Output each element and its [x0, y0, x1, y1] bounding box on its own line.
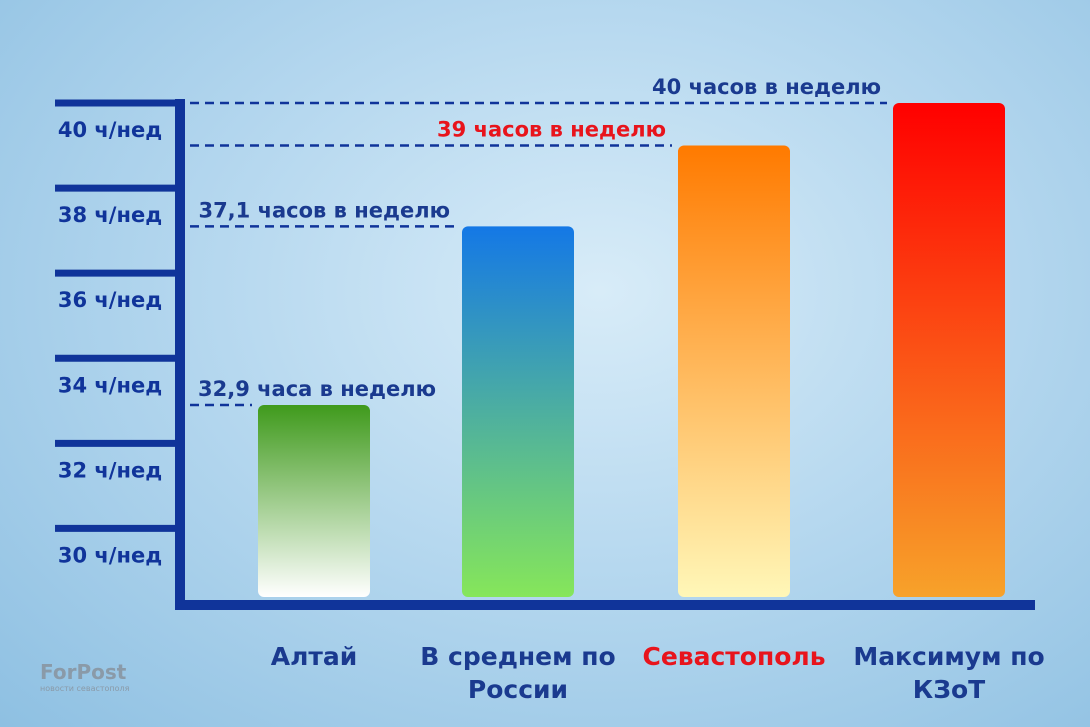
category-label: Максимум по КЗоТ: [853, 642, 1045, 704]
y-tick-label: 36 ч/нед: [58, 288, 162, 312]
value-label: 37,1 часов в неделю: [198, 198, 450, 222]
bar: [258, 405, 370, 597]
watermark-tagline: новости севастополя: [40, 684, 130, 693]
watermark: ForPost новости севастополя: [40, 660, 129, 693]
y-tick-label: 30 ч/нед: [58, 543, 162, 567]
value-label: 40 часов в неделю: [652, 75, 881, 99]
watermark-name: ForPost: [40, 660, 127, 684]
category-label: В среднем по России: [420, 642, 616, 704]
value-label: 32,9 часа в неделю: [198, 377, 436, 401]
bar: [462, 226, 574, 598]
bar: [893, 103, 1005, 597]
y-tick-label: 38 ч/нед: [58, 203, 162, 227]
value-label: 39 часов в неделю: [437, 118, 666, 142]
y-tick-label: 40 ч/нед: [58, 118, 162, 142]
category-label: Алтай: [270, 642, 358, 671]
y-tick-label: 32 ч/нед: [58, 458, 162, 482]
bar: [678, 145, 790, 598]
category-label: Севастополь: [642, 642, 826, 671]
y-tick-label: 34 ч/нед: [58, 373, 162, 397]
